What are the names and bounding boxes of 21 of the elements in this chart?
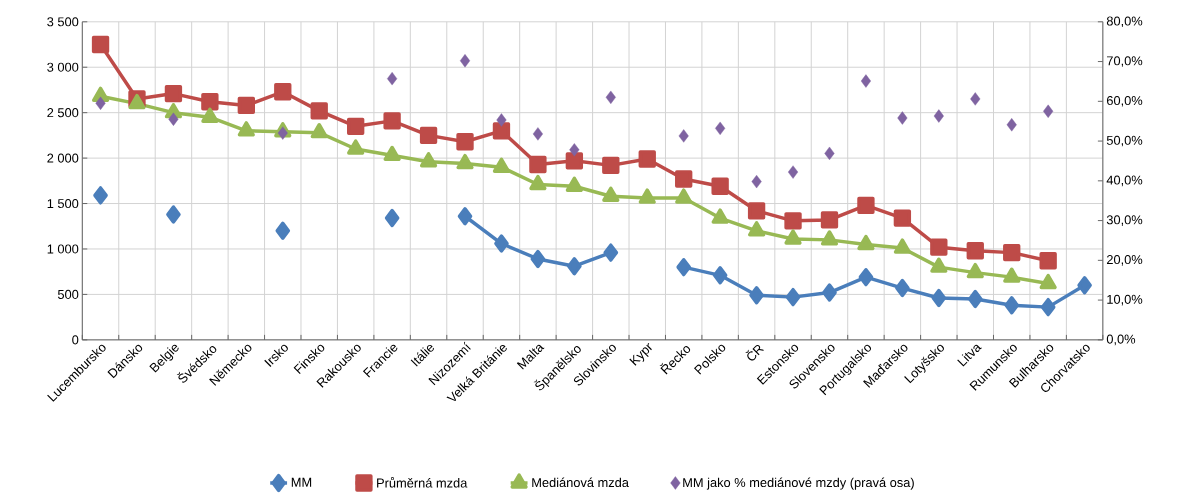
y2-tick-label: 20,0%	[1106, 255, 1143, 266]
y-tick-label: 2 500	[47, 108, 79, 118]
y-tick-label: 1 500	[47, 199, 79, 209]
y2-tick-label: 40,0%	[1106, 175, 1143, 187]
y2-tick-label: 30,0%	[1106, 215, 1143, 226]
y2-tick-label: 60,0%	[1106, 96, 1143, 107]
y-tick-label: 1 000	[47, 244, 79, 254]
y-tick-label: 3 500	[47, 17, 79, 27]
y-tick-label: 3 000	[47, 62, 79, 72]
legend-label: MM	[291, 477, 312, 487]
y2-tick-label: 50,0%	[1106, 135, 1143, 147]
y2-tick-label: 0,0%	[1106, 334, 1136, 346]
y2-tick-label: 80,0%	[1106, 16, 1143, 28]
y2-tick-label: 10,0%	[1107, 294, 1143, 306]
legend-label: Mediánová mzda	[532, 477, 629, 488]
y2-tick-label: 70,0%	[1107, 56, 1143, 67]
legend-label: Průměrná mzda	[377, 477, 468, 488]
legend-label: MM jako % mediánové mzdy (pravá osa)	[683, 477, 914, 490]
y-tick-label: 500	[57, 289, 79, 300]
y-tick-label: 2 000	[47, 153, 79, 163]
y-tick-label: 0	[72, 335, 79, 345]
